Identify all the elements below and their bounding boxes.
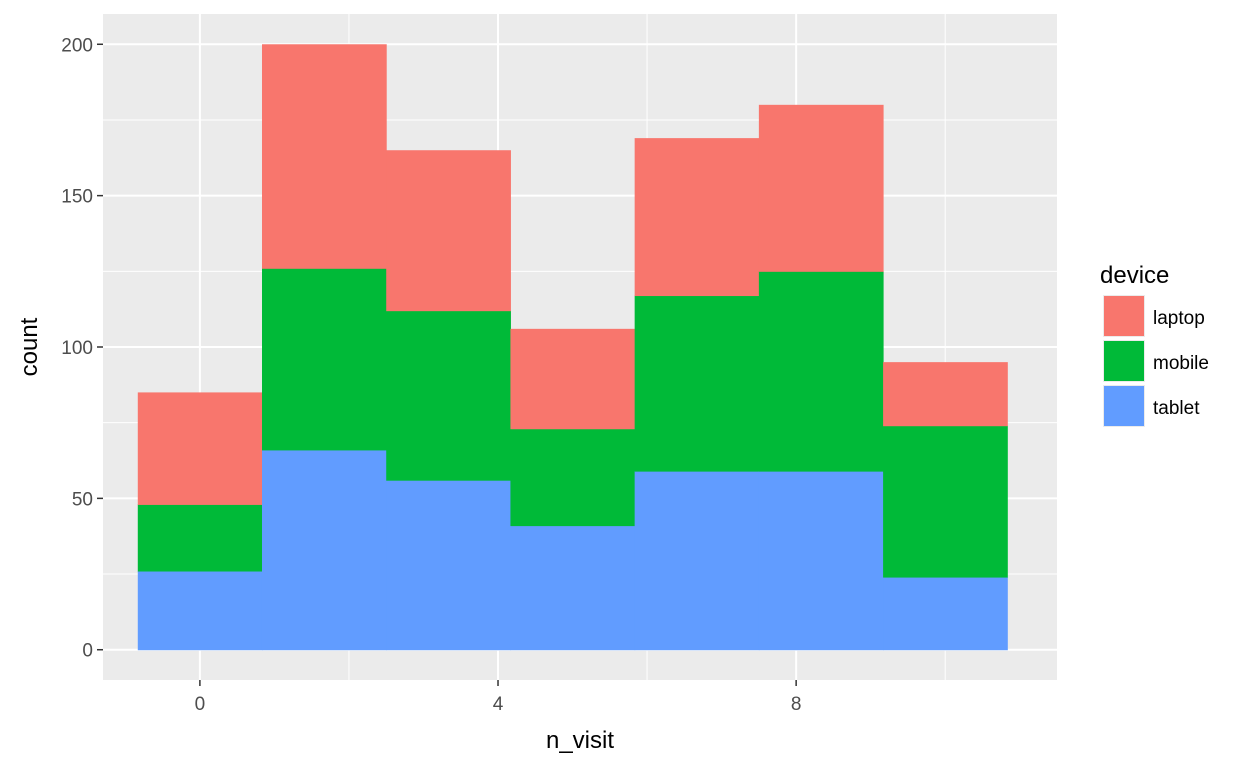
- bar-segment-mobile: [634, 295, 760, 472]
- x-axis-title: n_visit: [546, 727, 614, 754]
- stacked-bars: [137, 44, 1008, 651]
- y-axis-title: count: [16, 317, 43, 376]
- bar-segment-mobile: [510, 428, 636, 527]
- legend-swatch-tablet: [1104, 386, 1144, 426]
- y-tick-label: 50: [72, 489, 93, 510]
- legend-label-laptop: laptop: [1153, 308, 1205, 329]
- x-tick-label: 8: [791, 694, 802, 715]
- bar-segment-tablet: [261, 449, 387, 651]
- legend-swatch-laptop: [1104, 296, 1144, 336]
- legend-title: device: [1100, 262, 1169, 289]
- bar-segment-laptop: [386, 150, 511, 312]
- bar-segment-mobile: [261, 268, 387, 451]
- x-axis: 0 4 8: [195, 680, 802, 715]
- y-axis: 0 50 100 150 200: [61, 35, 103, 662]
- bar-segment-mobile: [758, 271, 884, 472]
- bar-segment-tablet: [634, 471, 760, 651]
- bar-segment-laptop: [510, 328, 636, 430]
- bar-segment-mobile: [386, 310, 511, 481]
- y-tick-label: 100: [61, 338, 93, 359]
- legend-swatch-mobile: [1104, 341, 1144, 381]
- x-tick-label: 0: [195, 694, 206, 715]
- bar-segment-tablet: [758, 471, 884, 651]
- bar-segment-tablet: [883, 577, 1008, 651]
- bar-segment-tablet: [510, 525, 636, 651]
- y-tick-label: 200: [61, 35, 93, 56]
- bar-segment-mobile: [137, 504, 263, 572]
- legend: device laptop mobile tablet: [1100, 262, 1209, 427]
- x-tick-label: 4: [493, 694, 504, 715]
- bar-segment-laptop: [634, 138, 760, 297]
- bar-segment-mobile: [883, 425, 1008, 578]
- bar-segment-tablet: [137, 571, 263, 651]
- bar-segment-laptop: [261, 44, 387, 269]
- legend-label-tablet: tablet: [1153, 398, 1200, 419]
- legend-label-mobile: mobile: [1153, 353, 1209, 374]
- bar-segment-laptop: [758, 104, 884, 272]
- bar-segment-tablet: [386, 480, 511, 651]
- bar-segment-laptop: [883, 362, 1008, 427]
- bar-segment-laptop: [137, 392, 263, 505]
- y-tick-label: 0: [82, 641, 93, 662]
- y-tick-label: 150: [61, 187, 93, 208]
